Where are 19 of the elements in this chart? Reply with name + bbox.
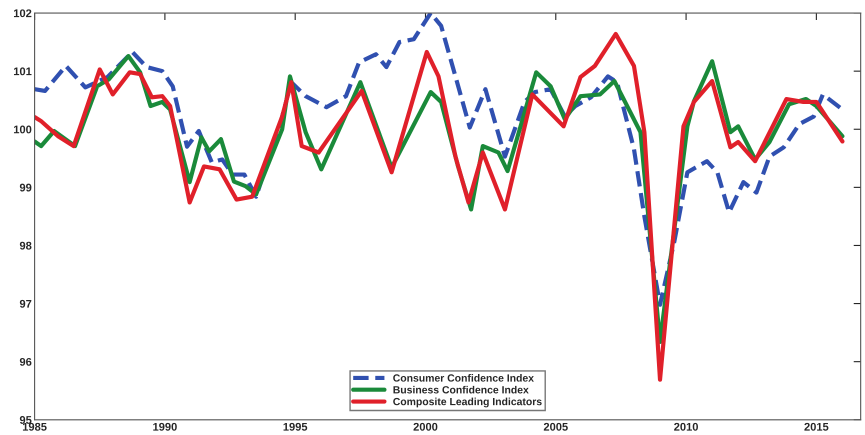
x-tick-label: 2005: [544, 422, 568, 431]
y-tick-label: 95: [20, 416, 32, 424]
y-tick-label: 102: [14, 9, 32, 18]
y-tick-label: 97: [20, 300, 32, 308]
y-tick-label: 101: [14, 67, 32, 76]
y-tick-label: 96: [20, 358, 32, 366]
x-tick-label: 1995: [284, 422, 308, 431]
legend-label: Composite Leading Indicators: [393, 398, 542, 408]
x-tick-label: 2000: [414, 422, 438, 431]
y-tick-label: 100: [14, 126, 32, 134]
line-series: [34, 32, 845, 382]
legend-label: Consumer Confidence Index: [393, 374, 534, 382]
x-tick-label: 2010: [674, 422, 698, 431]
x-tick-label: 1990: [153, 422, 177, 431]
y-tick-label: 99: [20, 184, 32, 192]
x-tick-label: 2015: [804, 422, 828, 431]
legend-label: Business Confidence Index: [393, 386, 529, 394]
x-tick-label: 1985: [22, 422, 47, 431]
y-tick-label: 98: [20, 242, 32, 250]
